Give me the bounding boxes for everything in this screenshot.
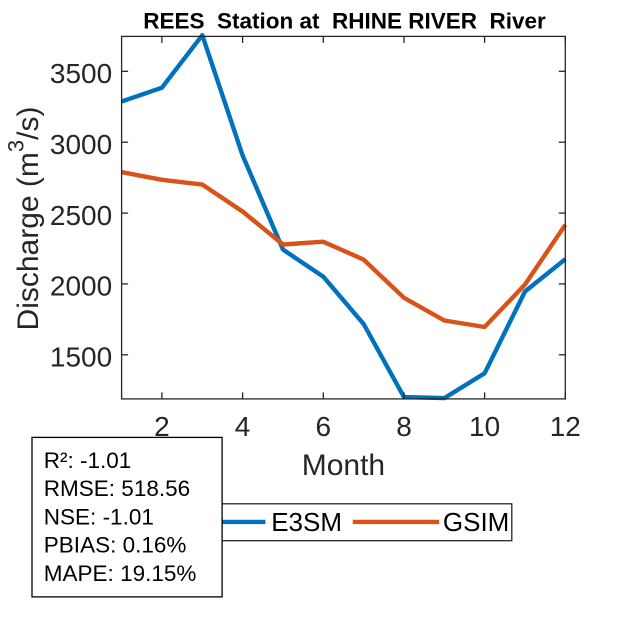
svg-text:R²: -1.01: R²: -1.01 xyxy=(44,448,132,473)
svg-text:12: 12 xyxy=(550,411,581,442)
svg-text:1500: 1500 xyxy=(50,342,112,373)
svg-text:GSIM: GSIM xyxy=(443,507,509,537)
svg-text:NSE: -1.01: NSE: -1.01 xyxy=(44,504,154,529)
svg-text:PBIAS: 0.16%: PBIAS: 0.16% xyxy=(44,533,187,558)
svg-text:2000: 2000 xyxy=(50,271,112,302)
svg-text:6: 6 xyxy=(316,411,332,442)
svg-text:2500: 2500 xyxy=(50,200,112,231)
svg-text:8: 8 xyxy=(396,411,412,442)
svg-text:Month: Month xyxy=(302,449,385,482)
svg-text:3500: 3500 xyxy=(50,58,112,89)
svg-text:E3SM: E3SM xyxy=(271,507,342,537)
svg-text:4: 4 xyxy=(235,411,251,442)
svg-text:3000: 3000 xyxy=(50,129,112,160)
svg-text:2: 2 xyxy=(154,411,170,442)
svg-text:RMSE: 518.56: RMSE: 518.56 xyxy=(44,476,190,501)
svg-text:REES Station at RHINE RIVER: REES Station at RHINE RIVER River xyxy=(143,9,546,34)
svg-text:10: 10 xyxy=(469,411,500,442)
svg-text:MAPE: 19.15%: MAPE: 19.15% xyxy=(44,561,197,586)
